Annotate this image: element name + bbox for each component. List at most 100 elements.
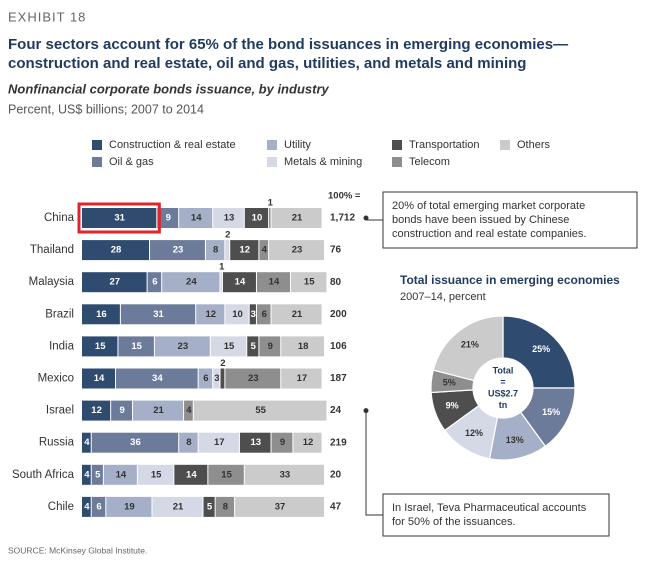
bar-value-label: 1 <box>268 198 274 209</box>
bar-value-label: 8 <box>213 245 218 256</box>
bar-segment <box>271 432 293 453</box>
bar-value-label: 12 <box>303 437 314 448</box>
bar-value-label: 4 <box>262 245 268 256</box>
bar-value-label: 12 <box>240 245 251 256</box>
bar-value-label: 15 <box>304 277 315 288</box>
bar-segment <box>184 400 193 421</box>
pie-value-label: 25% <box>532 344 550 354</box>
bar-segment <box>162 272 220 293</box>
category-label: Russia <box>39 437 75 449</box>
bar-segment <box>91 432 179 453</box>
total-label: 187 <box>330 373 347 384</box>
bar-segment <box>133 400 184 421</box>
bar-value-label: 3 <box>214 373 219 384</box>
bar-segment <box>82 272 147 293</box>
total-label: 1,712 <box>330 213 355 224</box>
bar-value-label: 19 <box>124 501 135 512</box>
bar-value-label: 36 <box>130 437 141 448</box>
bar-value-label: 24 <box>186 277 197 288</box>
source: SOURCE: McKinsey Global Institute. <box>8 545 147 555</box>
bar-value-label: 14 <box>269 277 280 288</box>
pie-value-label: 15% <box>542 407 560 417</box>
bar-value-label: 2 <box>220 358 225 369</box>
pie-center-label: US$2.7 <box>488 388 518 398</box>
category-label: Brazil <box>45 308 74 320</box>
category-label: China <box>44 212 75 224</box>
pie-value-label: 13% <box>506 435 524 445</box>
legend-swatch <box>500 140 510 150</box>
bar-segment <box>256 272 290 293</box>
category-label: India <box>49 340 75 352</box>
bar-value-label: 17 <box>214 437 225 448</box>
bar-value-label: 16 <box>96 309 107 320</box>
bar-value-label: 55 <box>255 405 266 416</box>
bar-segment <box>198 368 213 389</box>
bar-segment <box>225 304 249 325</box>
bar-segment <box>82 400 111 421</box>
bar-value-label: 13 <box>224 213 235 224</box>
bar-value-label: 31 <box>114 213 125 224</box>
title: Four sectors account for 65% of the bond… <box>8 36 568 53</box>
annotation-text: 20% of total emerging market corporate <box>392 200 585 212</box>
bar-segment <box>244 464 324 485</box>
bar-segment <box>220 272 222 293</box>
category-label: Israel <box>46 405 74 417</box>
bar-segment <box>82 432 91 453</box>
category-label: Malaysia <box>29 276 75 288</box>
bar-segment <box>269 240 324 261</box>
bar-segment <box>111 400 133 421</box>
totals-header: 100% = <box>328 191 361 202</box>
bar-segment <box>91 464 103 485</box>
bar-segment <box>82 464 91 485</box>
bar-segment <box>82 368 116 389</box>
bar-segment <box>82 496 91 517</box>
bar-value-label: 17 <box>297 373 308 384</box>
bar-value-label: 15 <box>221 469 232 480</box>
bar-segment <box>225 240 230 261</box>
bar-segment <box>271 304 322 325</box>
legend-swatch <box>392 157 402 167</box>
bar-segment <box>174 464 208 485</box>
annotation-box <box>382 493 610 537</box>
bar-segment <box>208 464 244 485</box>
pie-value-label: 12% <box>465 428 483 438</box>
pie-value-label: 21% <box>461 340 479 350</box>
bar-segment <box>256 304 271 325</box>
pie-slice <box>432 315 504 382</box>
bar-value-label: 6 <box>262 309 267 320</box>
bar-segment <box>82 336 118 357</box>
total-label: 106 <box>330 341 347 352</box>
bar-value-label: 28 <box>111 245 122 256</box>
bar-segment <box>269 208 271 228</box>
bar-value-label: 14 <box>186 469 197 480</box>
bar-segment <box>120 304 196 325</box>
total-label: 200 <box>330 309 347 320</box>
bar-value-label: 14 <box>94 373 105 384</box>
legend-label: Transportation <box>409 139 480 151</box>
bar-value-label: 14 <box>116 469 127 480</box>
legend-swatch <box>392 140 402 150</box>
bar-value-label: 23 <box>178 341 189 352</box>
category-label: Mexico <box>38 373 74 385</box>
bar-value-label: 4 <box>186 405 192 416</box>
title: construction and real estate, oil and ga… <box>8 55 526 72</box>
pie-value-label: 9% <box>446 401 459 411</box>
bar-value-label: 3 <box>251 309 256 320</box>
bar-value-label: 21 <box>292 213 303 224</box>
bar-value-label: 18 <box>298 341 309 352</box>
category-label: South Africa <box>12 469 75 481</box>
pie-subtitle: 2007–14, percent <box>400 291 486 303</box>
total-label: 80 <box>330 277 342 288</box>
legend-label: Construction & real estate <box>109 139 236 151</box>
bar-value-label: 6 <box>96 501 101 512</box>
bar-segment <box>239 432 271 453</box>
bar-segment <box>196 304 225 325</box>
bar-segment <box>82 208 157 228</box>
legend-label: Others <box>517 139 551 151</box>
bar-value-label: 33 <box>280 469 291 480</box>
bar-value-label: 1 <box>219 262 225 273</box>
bar-value-label: 9 <box>280 437 285 448</box>
bar-segment <box>225 368 281 389</box>
bar-segment <box>157 208 179 228</box>
legend-swatch <box>92 157 102 167</box>
